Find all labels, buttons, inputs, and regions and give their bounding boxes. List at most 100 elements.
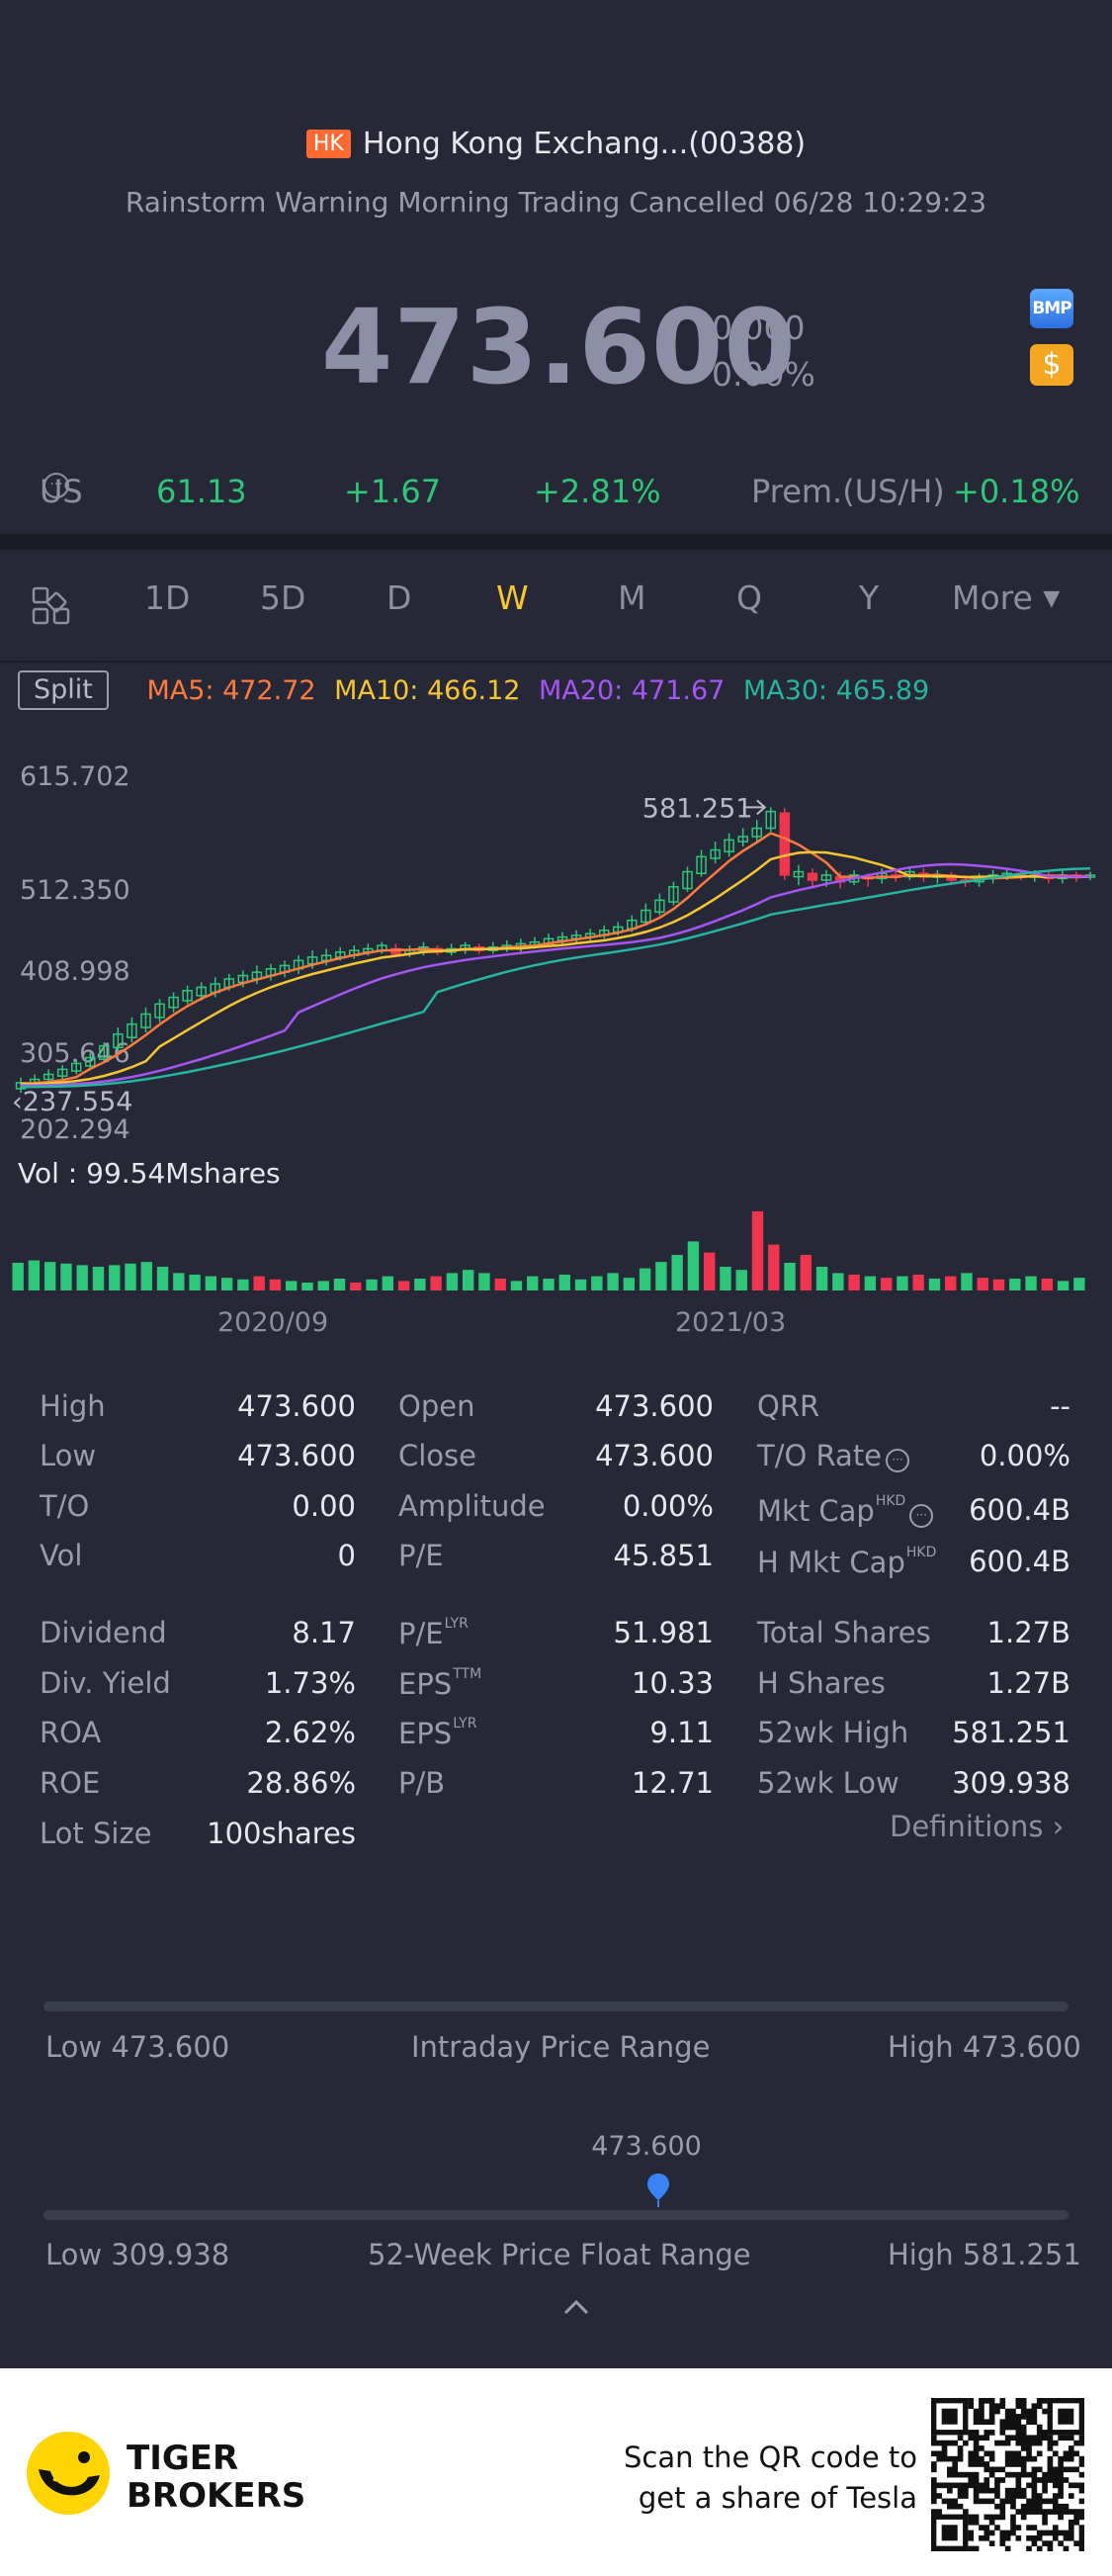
y-tick-label: 615.702 [20, 761, 130, 792]
split-button[interactable]: Split [18, 670, 109, 710]
definitions-link[interactable]: Definitions › [890, 1810, 1064, 1843]
ma5-line [20, 832, 1091, 1085]
volume-bar [768, 1244, 780, 1290]
tab-w[interactable]: W [496, 578, 529, 617]
stat-value: 0.00 [292, 1489, 356, 1523]
candle [724, 839, 734, 853]
stat-value: 12.71 [631, 1766, 714, 1800]
candle [641, 909, 651, 924]
tab-d[interactable]: D [386, 578, 412, 617]
volume-bar [333, 1279, 346, 1290]
volume-bar [864, 1276, 877, 1290]
volume-bar [414, 1279, 426, 1290]
tab-more[interactable]: More ▼ [952, 578, 1060, 617]
candle [140, 1013, 151, 1028]
candle [793, 870, 805, 878]
period-tabs: 1D 5D D W M Q Y More ▼ [0, 578, 1112, 638]
volume-bar [301, 1283, 313, 1290]
volume-bar [76, 1265, 88, 1290]
volume-bar [125, 1263, 136, 1290]
kline-chart[interactable]: 581.251 ‹237.554 [0, 742, 1112, 1355]
premium-label: Prem.(US/H) [751, 473, 945, 510]
stat-label: Vol [40, 1539, 83, 1572]
volume-bar [510, 1281, 523, 1290]
volume-bar [703, 1252, 716, 1290]
section-divider [0, 534, 1112, 550]
ma30-line [20, 866, 1091, 1089]
volume-bar [220, 1278, 233, 1290]
volume-bar [977, 1278, 988, 1290]
tab-y[interactable]: Y [859, 578, 880, 617]
week52-range-bar [43, 2210, 1069, 2220]
stat-value: 1.73% [264, 1666, 356, 1700]
volume-bar [720, 1267, 731, 1290]
stat-label: H Mkt CapHKD [757, 1545, 937, 1579]
volume-bar [607, 1273, 619, 1290]
volume-bar [140, 1262, 152, 1290]
chevron-up-icon[interactable] [561, 2296, 591, 2318]
volume-bar [928, 1279, 941, 1290]
last-price: 473.600 [321, 287, 797, 407]
current-price-marker-label: 473.600 [591, 2131, 702, 2162]
promo-line-2: get a share of Tesla [638, 2481, 917, 2515]
stat-value: 9.11 [649, 1716, 714, 1749]
info-icon[interactable]: ··· [886, 1449, 910, 1472]
volume-bar [286, 1281, 298, 1290]
candle [820, 874, 832, 881]
candle [85, 1056, 96, 1067]
volume-bar [897, 1276, 908, 1290]
candle [751, 827, 762, 838]
volume-bar [639, 1268, 651, 1290]
stat-value: 473.600 [237, 1439, 356, 1472]
stat-label: Lot Size [40, 1817, 152, 1850]
volume-bar [815, 1267, 828, 1290]
week52-high: High 581.251 [888, 2238, 1081, 2271]
candle [196, 986, 207, 997]
volume-bar [205, 1276, 217, 1290]
tab-1d[interactable]: 1D [144, 578, 191, 617]
volume-bar [784, 1263, 796, 1290]
stat-value: 28.86% [246, 1766, 356, 1800]
indicator-row: Split MA5: 472.72 MA10: 466.12 MA20: 471… [18, 670, 939, 712]
tab-m[interactable]: M [618, 578, 646, 617]
stat-value: 473.600 [595, 1439, 714, 1472]
us-listing-row[interactable]: US ··· 61.13 +1.67 +2.81% Prem.(US/H) +0.… [40, 473, 1079, 518]
stat-label: P/E [398, 1539, 444, 1572]
stat-value: 581.251 [952, 1716, 1070, 1749]
dollar-icon[interactable]: $ [1030, 344, 1073, 386]
volume-bar [992, 1279, 1005, 1290]
volume-bar [558, 1275, 570, 1290]
bmp-icon[interactable]: BMP [1030, 289, 1073, 328]
stat-label: Amplitude [398, 1489, 546, 1523]
volume-bar [382, 1276, 394, 1290]
promo-line-1: Scan the QR code to [624, 2441, 917, 2474]
stat-value: -- [1050, 1389, 1070, 1423]
volume-bar [462, 1270, 474, 1290]
stat-value: 100shares [207, 1817, 356, 1850]
candle [99, 1044, 110, 1060]
stat-value: 600.4B [969, 1545, 1070, 1578]
us-change-pct: +2.81% [534, 473, 661, 510]
info-icon[interactable]: ··· [909, 1504, 934, 1528]
brand-line-2: BROKERS [127, 2476, 306, 2516]
volume-bar [623, 1278, 636, 1290]
stat-label: High [40, 1389, 106, 1423]
layout-grid-icon[interactable] [32, 586, 71, 626]
volume-bar [156, 1267, 169, 1290]
volume-bar [173, 1273, 185, 1290]
tab-q[interactable]: Q [736, 578, 762, 617]
volume-bar [494, 1279, 506, 1290]
stat-value: 45.851 [613, 1539, 714, 1572]
qr-code [931, 2398, 1084, 2551]
candle [56, 1068, 68, 1077]
candle [710, 848, 721, 859]
stat-label: ROE [40, 1766, 101, 1800]
volume-bar [655, 1262, 667, 1290]
tab-5d[interactable]: 5D [260, 578, 306, 617]
brand-line-1: TIGER [127, 2439, 239, 2478]
market-status: Rainstorm Warning Morning Trading Cancel… [125, 186, 987, 219]
location-pin-icon [647, 2174, 670, 2207]
volume-bar [12, 1263, 24, 1290]
volume-bar [253, 1276, 265, 1290]
info-icon[interactable]: ··· [43, 473, 69, 498]
